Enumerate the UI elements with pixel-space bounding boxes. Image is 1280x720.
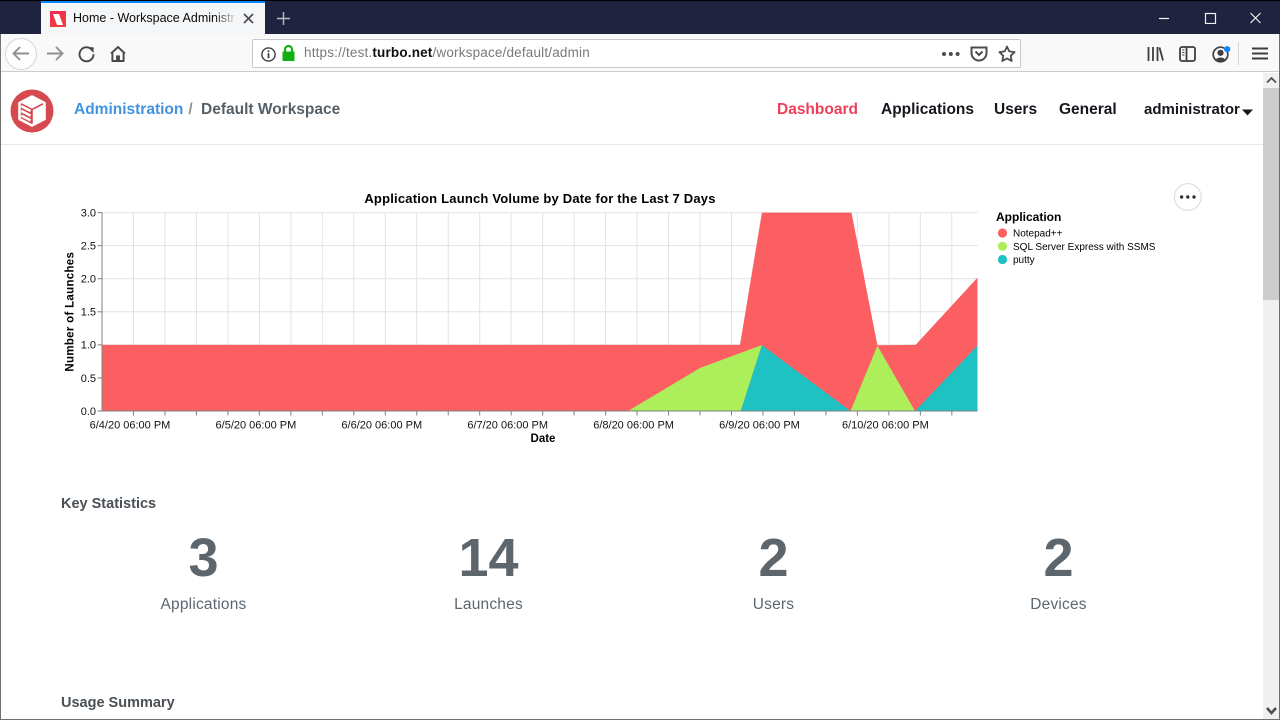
svg-text:3.0: 3.0 <box>81 207 96 219</box>
svg-text:Application Launch Volume by D: Application Launch Volume by Date for th… <box>364 191 715 206</box>
svg-text:2.5: 2.5 <box>81 240 96 252</box>
svg-text:Number of Launches: Number of Launches <box>65 252 77 372</box>
svg-text:6/10/20 06:00 PM: 6/10/20 06:00 PM <box>842 420 929 432</box>
svg-text:0.0: 0.0 <box>81 406 96 418</box>
svg-text:Notepad++: Notepad++ <box>1013 229 1063 240</box>
svg-text:Date: Date <box>531 433 556 445</box>
svg-text:0.5: 0.5 <box>81 373 96 385</box>
svg-text:1.5: 1.5 <box>81 307 96 319</box>
svg-text:6/8/20 06:00 PM: 6/8/20 06:00 PM <box>593 420 674 432</box>
svg-text:2.0: 2.0 <box>81 274 96 286</box>
svg-text:6/7/20 06:00 PM: 6/7/20 06:00 PM <box>467 420 548 432</box>
svg-text:putty: putty <box>1013 255 1035 266</box>
svg-text:6/4/20 06:00 PM: 6/4/20 06:00 PM <box>90 420 171 432</box>
svg-text:1.0: 1.0 <box>81 340 96 352</box>
svg-text:6/5/20 06:00 PM: 6/5/20 06:00 PM <box>216 420 297 432</box>
svg-text:6/6/20 06:00 PM: 6/6/20 06:00 PM <box>341 420 422 432</box>
svg-text:SQL Server Express with SSMS: SQL Server Express with SSMS <box>1013 242 1156 253</box>
svg-text:Application: Application <box>996 210 1061 224</box>
svg-text:6/9/20 06:00 PM: 6/9/20 06:00 PM <box>719 420 800 432</box>
